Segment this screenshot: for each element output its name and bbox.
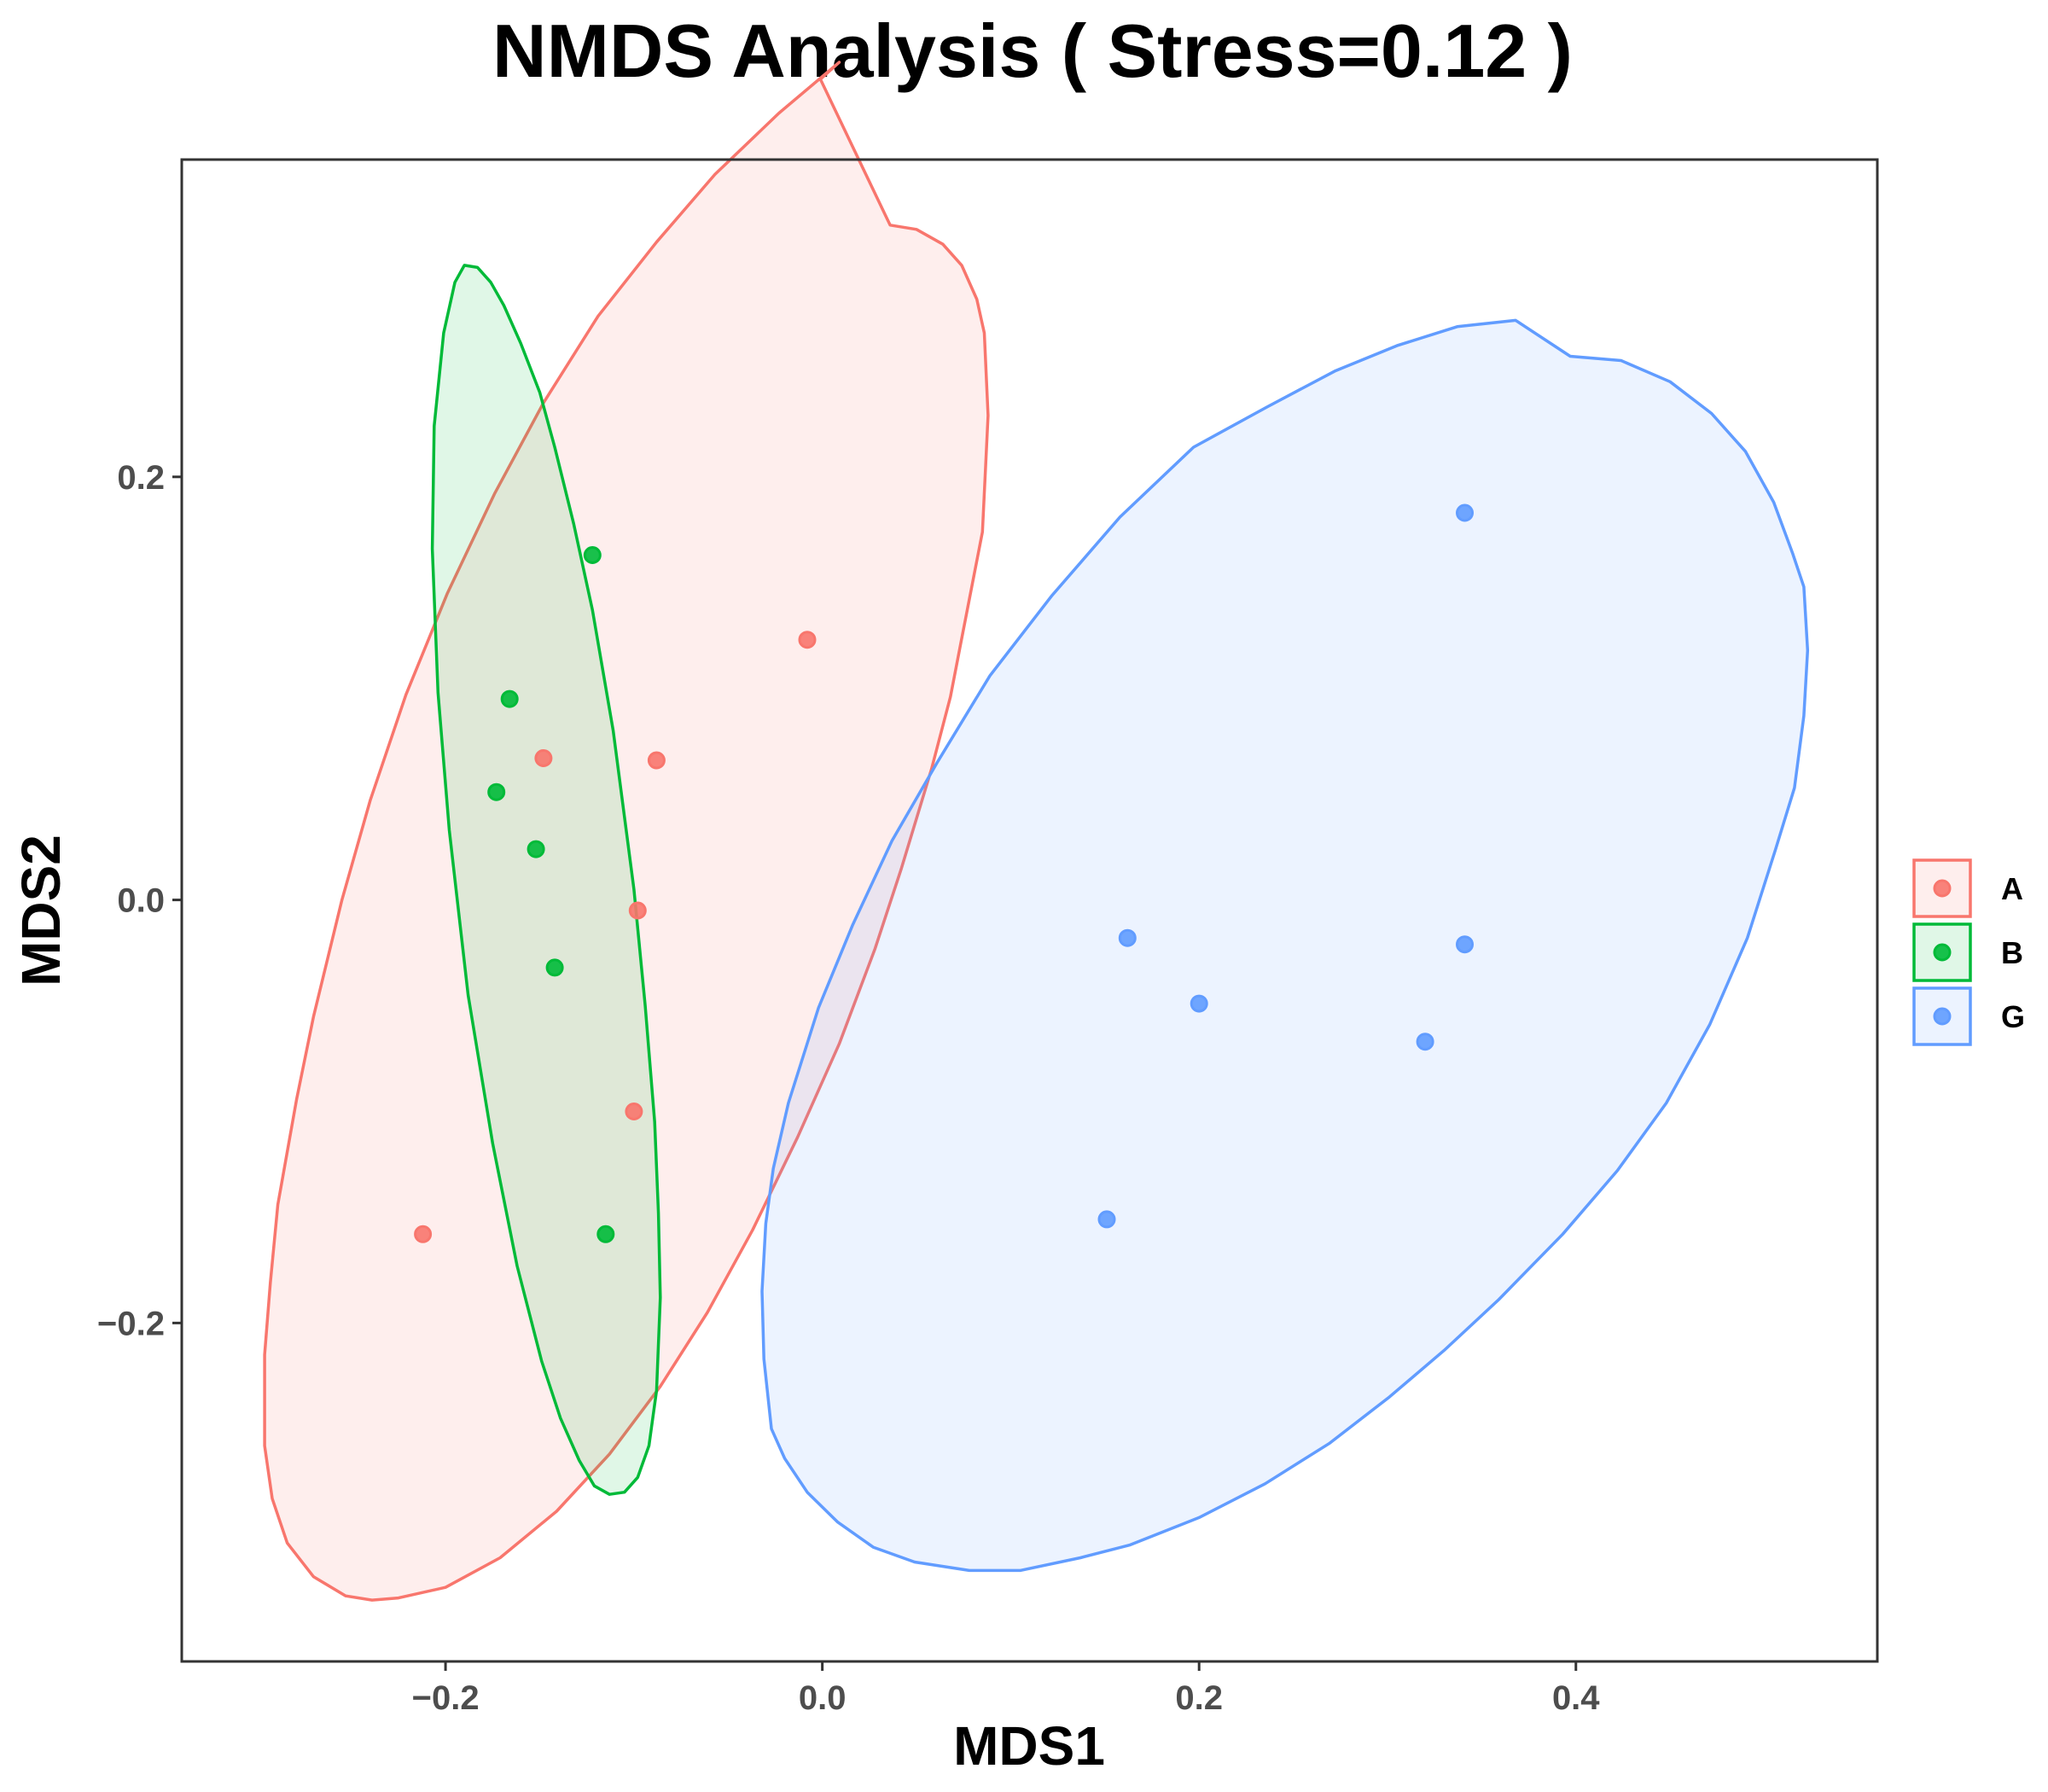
point-a-1	[414, 1225, 433, 1243]
x-tick-label-1: −0.2	[412, 1679, 480, 1717]
point-a-4	[628, 901, 647, 920]
legend-label-b: B	[2001, 935, 2023, 970]
point-g-1	[1456, 503, 1474, 522]
ellipse-g	[760, 318, 1810, 1573]
x-tick-label-4: 0.4	[1552, 1679, 1600, 1717]
plot-panel-border	[180, 158, 1879, 1663]
y-tick-label-2: 0.0	[117, 882, 165, 920]
point-g-2	[1118, 928, 1137, 947]
point-g-5	[1416, 1033, 1434, 1051]
legend-marker-a	[1933, 879, 1952, 898]
ellipse-b	[430, 264, 662, 1496]
point-b-4	[527, 840, 545, 858]
point-b-3	[487, 783, 506, 801]
point-a-2	[534, 749, 553, 767]
y-axis-title: MDS2	[10, 835, 72, 986]
chart-title: NMDS Analysis ( Stress=0.12 )	[492, 9, 1573, 93]
point-g-3	[1190, 994, 1208, 1013]
point-a-5	[625, 1103, 643, 1120]
x-tick-label-2: 0.0	[799, 1679, 847, 1717]
point-layer	[414, 503, 1474, 1243]
legend-label-g: G	[2001, 999, 2025, 1034]
y-axis: 0.2 0.0 −0.2	[97, 459, 182, 1342]
x-tick-label-3: 0.2	[1175, 1679, 1223, 1717]
ellipse-layer	[263, 61, 1810, 1602]
point-b-1	[583, 546, 602, 564]
point-b-6	[596, 1225, 615, 1243]
point-g-6	[1097, 1210, 1116, 1229]
x-axis: −0.2 0.0 0.2 0.4	[412, 1661, 1600, 1717]
point-a-6	[798, 631, 817, 649]
y-tick-label-1: 0.2	[117, 459, 165, 497]
y-tick-label-3: −0.2	[97, 1305, 165, 1342]
x-axis-title: MDS1	[953, 1715, 1105, 1777]
point-b-2	[500, 689, 519, 708]
legend-label-a: A	[2001, 871, 2023, 906]
legend-marker-g	[1933, 1007, 1952, 1026]
legend: ABG	[1912, 858, 2025, 1046]
legend-marker-b	[1933, 943, 1952, 962]
point-a-3	[647, 751, 666, 770]
point-g-4	[1456, 935, 1474, 954]
point-b-5	[545, 958, 564, 977]
